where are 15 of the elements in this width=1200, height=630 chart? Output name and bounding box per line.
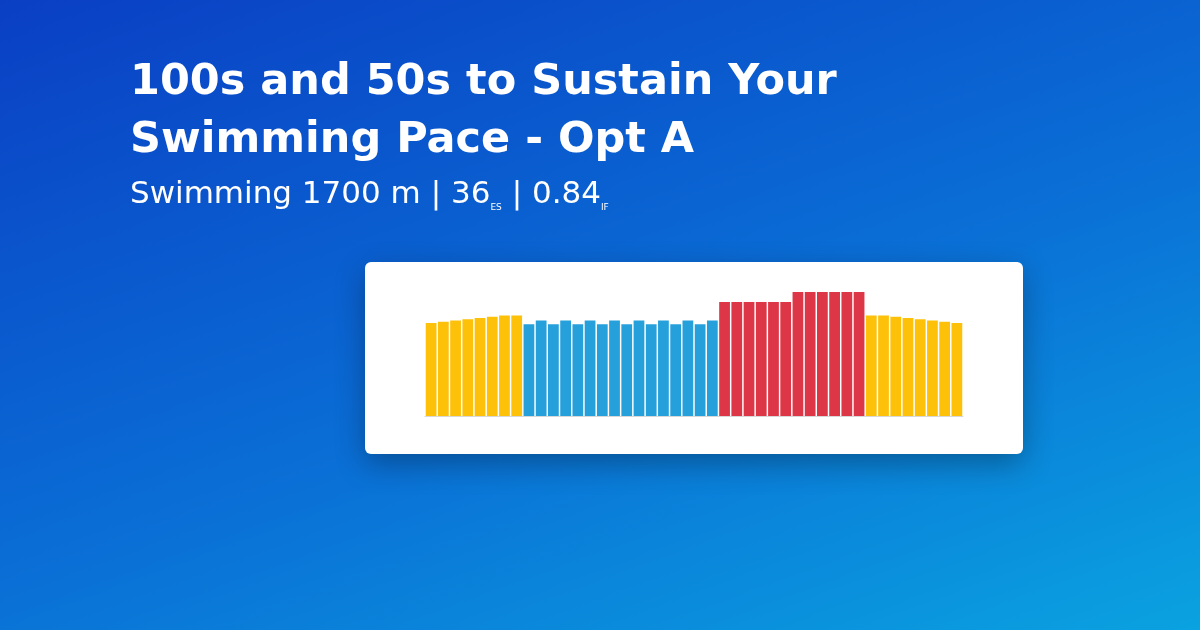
bar (694, 324, 706, 416)
bar (853, 292, 865, 416)
bar (425, 323, 437, 416)
chart-subtitle: Swimming 1700 m | 36$_{ES}$ | 0.84$_{IF}$ (130, 174, 609, 213)
chart-title: 100s and 50s to Sustain Your Swimming Pace - Opt A (130, 53, 838, 164)
bar (743, 301, 755, 416)
bar (951, 323, 963, 416)
bar (792, 292, 804, 416)
bar (902, 318, 914, 416)
bar (474, 318, 486, 416)
bar (682, 320, 694, 416)
bar (584, 320, 596, 416)
bar (523, 324, 535, 416)
bar (633, 320, 645, 416)
bar (706, 320, 718, 416)
